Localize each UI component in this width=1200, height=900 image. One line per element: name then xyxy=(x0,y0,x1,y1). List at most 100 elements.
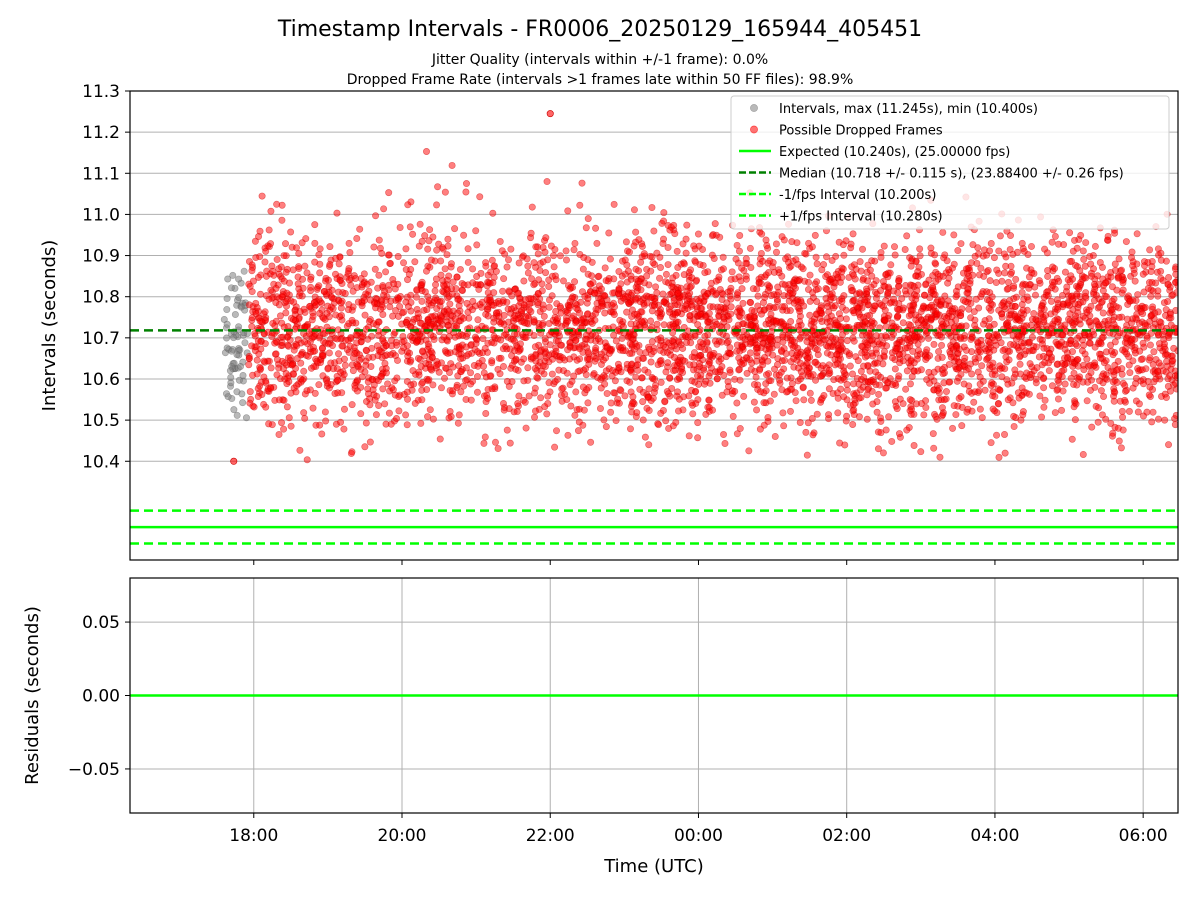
dropped-frame-point xyxy=(579,265,587,273)
dropped-frame-point xyxy=(324,365,332,373)
dropped-frame-point xyxy=(525,392,533,400)
dropped-frame-point xyxy=(1122,238,1130,246)
dropped-frame-point xyxy=(717,355,725,363)
dropped-frame-point xyxy=(453,322,461,330)
dropped-frame-point xyxy=(986,277,994,285)
dropped-frame-point xyxy=(676,298,684,306)
dropped-frame-point xyxy=(500,275,508,283)
dropped-frame-point xyxy=(462,364,470,372)
dropped-frame-point xyxy=(877,429,885,437)
dropped-frame-point xyxy=(767,310,775,318)
dropped-frame-point xyxy=(979,252,987,260)
dropped-frame-point xyxy=(393,415,401,423)
dropped-frame-point xyxy=(248,342,256,350)
dropped-frame-point xyxy=(957,312,965,320)
dropped-frame-point xyxy=(764,413,772,421)
dropped-frame-point xyxy=(772,248,780,256)
dropped-frame-point xyxy=(541,345,549,353)
dropped-frame-point xyxy=(394,312,402,320)
dropped-frame-point xyxy=(1076,267,1084,275)
dropped-frame-point xyxy=(770,390,778,398)
dropped-frame-point xyxy=(689,410,697,418)
dropped-frame-point xyxy=(953,354,961,362)
dropped-frame-point xyxy=(505,256,513,264)
dropped-frame-point xyxy=(967,299,975,307)
dropped-frame-point xyxy=(284,341,292,349)
dropped-frame-point xyxy=(586,355,594,363)
dropped-frame-point xyxy=(786,407,794,415)
dropped-frame-point xyxy=(503,263,511,271)
dropped-frame-point xyxy=(891,365,899,373)
dropped-frame-point xyxy=(882,384,890,392)
dropped-frame-point xyxy=(757,310,765,318)
dropped-frame-point xyxy=(1108,297,1116,305)
dropped-frame-point xyxy=(552,276,560,284)
dropped-frame-point xyxy=(607,399,615,407)
dropped-frame-point xyxy=(654,335,662,343)
dropped-frame-point xyxy=(825,415,833,423)
dropped-frame-point xyxy=(564,431,572,439)
dropped-frame-point xyxy=(530,332,538,340)
dropped-frame-point xyxy=(1045,367,1053,375)
dropped-frame-point xyxy=(885,413,893,421)
residuals-y-axis-label: Residuals (seconds) xyxy=(22,606,43,785)
dropped-frame-point xyxy=(572,304,580,312)
dropped-frame-point xyxy=(888,354,896,362)
dropped-frame-point xyxy=(866,367,874,375)
dropped-frame-point xyxy=(579,383,587,391)
dropped-frame-point xyxy=(702,410,710,418)
dropped-frame-point xyxy=(969,271,977,279)
dropped-frame-point xyxy=(912,400,920,408)
dropped-frame-point xyxy=(524,269,532,277)
dropped-frame-point xyxy=(481,433,489,441)
dropped-frame-point xyxy=(1134,291,1142,299)
dropped-frame-point xyxy=(612,417,620,425)
dropped-frame-point xyxy=(974,342,982,350)
dropped-frame-point xyxy=(285,414,293,422)
dropped-frame-point xyxy=(476,193,484,201)
dropped-frame-point xyxy=(1051,285,1059,293)
dropped-frame-point xyxy=(445,307,453,315)
dropped-frame-point xyxy=(887,261,895,269)
dropped-frame-point xyxy=(665,424,673,432)
dropped-frame-point xyxy=(1162,394,1170,402)
dropped-frame-point xyxy=(880,352,888,360)
interval-point xyxy=(223,320,231,328)
dropped-frame-point xyxy=(488,385,496,393)
dropped-frame-point xyxy=(403,388,411,396)
dropped-frame-point xyxy=(436,435,444,443)
dropped-frame-point xyxy=(753,349,761,357)
dropped-frame-point xyxy=(863,287,871,295)
dropped-frame-point xyxy=(1107,347,1115,355)
dropped-frame-point xyxy=(453,273,461,281)
dropped-frame-point xyxy=(630,345,638,353)
dropped-frame-point xyxy=(462,332,470,340)
dropped-frame-point xyxy=(692,387,700,395)
dropped-frame-point xyxy=(740,359,748,367)
dropped-frame-point xyxy=(746,312,754,320)
dropped-frame-point xyxy=(326,261,334,269)
dropped-frame-point xyxy=(361,311,369,319)
dropped-frame-point xyxy=(1023,264,1031,272)
dropped-frame-point xyxy=(987,239,995,247)
dropped-frame-point xyxy=(899,357,907,365)
dropped-frame-point xyxy=(1090,280,1098,288)
dropped-frame-point xyxy=(248,323,256,331)
dropped-frame-point xyxy=(379,335,387,343)
residuals-y-ticks: 0.050.00−0.05 xyxy=(68,613,130,780)
dropped-frame-point xyxy=(1028,315,1036,323)
dropped-frame-point xyxy=(419,379,427,387)
dropped-frame-point xyxy=(813,410,821,418)
dropped-frame-point xyxy=(775,371,783,379)
dropped-frame-point xyxy=(520,355,528,363)
dropped-frame-point xyxy=(294,336,302,344)
interval-point xyxy=(241,339,249,347)
dropped-frame-point xyxy=(428,353,436,361)
dropped-frame-point xyxy=(366,401,374,409)
dropped-frame-point xyxy=(1011,312,1019,320)
dropped-frame-point xyxy=(324,302,332,310)
dropped-frame-point xyxy=(808,317,816,325)
dropped-frame-point xyxy=(1002,353,1010,361)
interval-point xyxy=(233,411,241,419)
dropped-frame-point xyxy=(576,309,584,317)
